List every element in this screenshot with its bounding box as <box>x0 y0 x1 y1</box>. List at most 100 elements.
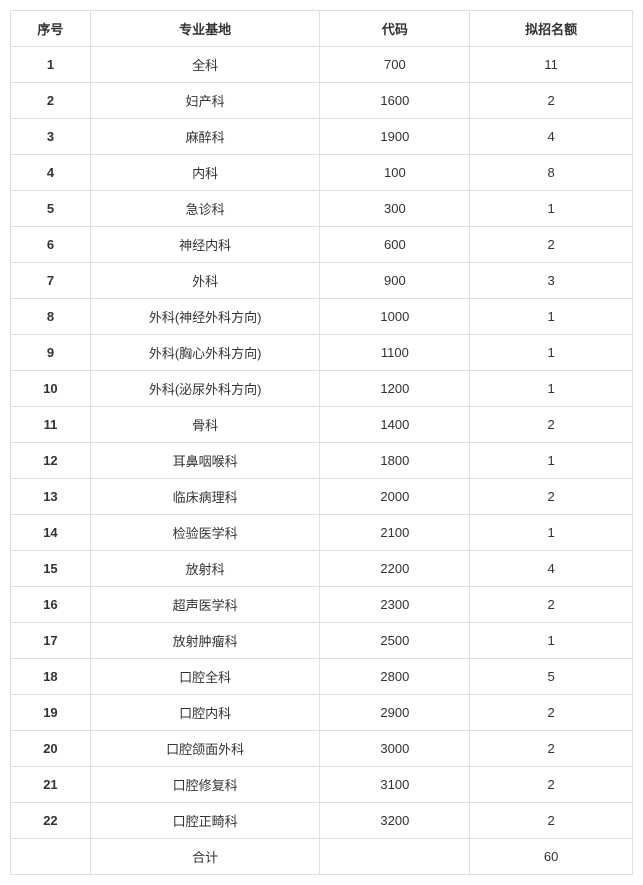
cell-code: 600 <box>320 227 470 263</box>
cell-name: 口腔颌面外科 <box>90 731 320 767</box>
cell-quota: 2 <box>470 479 633 515</box>
footer-name: 合计 <box>90 839 320 875</box>
cell-name: 放射科 <box>90 551 320 587</box>
table-row: 4内科1008 <box>11 155 633 191</box>
cell-name: 放射肿瘤科 <box>90 623 320 659</box>
table-row: 3麻醉科19004 <box>11 119 633 155</box>
cell-name: 口腔修复科 <box>90 767 320 803</box>
table-row: 1全科70011 <box>11 47 633 83</box>
cell-seq: 1 <box>11 47 91 83</box>
table-row: 22口腔正畸科32002 <box>11 803 633 839</box>
cell-code: 3200 <box>320 803 470 839</box>
cell-seq: 13 <box>11 479 91 515</box>
cell-seq: 4 <box>11 155 91 191</box>
cell-name: 口腔内科 <box>90 695 320 731</box>
table-row: 10外科(泌尿外科方向)12001 <box>11 371 633 407</box>
cell-code: 100 <box>320 155 470 191</box>
footer-quota: 60 <box>470 839 633 875</box>
table-row: 19口腔内科29002 <box>11 695 633 731</box>
header-quota: 拟招名额 <box>470 11 633 47</box>
cell-seq: 7 <box>11 263 91 299</box>
cell-seq: 3 <box>11 119 91 155</box>
cell-seq: 19 <box>11 695 91 731</box>
header-code: 代码 <box>320 11 470 47</box>
table-row: 7外科9003 <box>11 263 633 299</box>
cell-quota: 4 <box>470 119 633 155</box>
cell-code: 1000 <box>320 299 470 335</box>
recruitment-table: 序号 专业基地 代码 拟招名额 1全科700112妇产科160023麻醉科190… <box>10 10 633 875</box>
cell-quota: 5 <box>470 659 633 695</box>
cell-name: 口腔全科 <box>90 659 320 695</box>
table-row: 12耳鼻咽喉科18001 <box>11 443 633 479</box>
cell-seq: 12 <box>11 443 91 479</box>
cell-code: 2100 <box>320 515 470 551</box>
cell-seq: 22 <box>11 803 91 839</box>
cell-name: 外科(神经外科方向) <box>90 299 320 335</box>
cell-seq: 2 <box>11 83 91 119</box>
cell-code: 2200 <box>320 551 470 587</box>
cell-quota: 1 <box>470 335 633 371</box>
table-row: 21口腔修复科31002 <box>11 767 633 803</box>
cell-quota: 2 <box>470 731 633 767</box>
table-row: 13临床病理科20002 <box>11 479 633 515</box>
cell-code: 2000 <box>320 479 470 515</box>
cell-seq: 9 <box>11 335 91 371</box>
table-row: 11骨科14002 <box>11 407 633 443</box>
cell-code: 1400 <box>320 407 470 443</box>
cell-code: 1200 <box>320 371 470 407</box>
cell-seq: 11 <box>11 407 91 443</box>
cell-quota: 11 <box>470 47 633 83</box>
cell-code: 900 <box>320 263 470 299</box>
table-row: 20口腔颌面外科30002 <box>11 731 633 767</box>
cell-seq: 17 <box>11 623 91 659</box>
cell-code: 1100 <box>320 335 470 371</box>
cell-seq: 15 <box>11 551 91 587</box>
cell-quota: 2 <box>470 227 633 263</box>
cell-code: 3000 <box>320 731 470 767</box>
cell-quota: 4 <box>470 551 633 587</box>
table-row: 6神经内科6002 <box>11 227 633 263</box>
cell-code: 2300 <box>320 587 470 623</box>
cell-code: 2500 <box>320 623 470 659</box>
cell-quota: 8 <box>470 155 633 191</box>
table-header-row: 序号 专业基地 代码 拟招名额 <box>11 11 633 47</box>
table-row: 9外科(胸心外科方向)11001 <box>11 335 633 371</box>
cell-quota: 2 <box>470 587 633 623</box>
cell-quota: 2 <box>470 695 633 731</box>
cell-code: 1900 <box>320 119 470 155</box>
cell-name: 全科 <box>90 47 320 83</box>
cell-name: 外科 <box>90 263 320 299</box>
cell-code: 3100 <box>320 767 470 803</box>
cell-quota: 2 <box>470 803 633 839</box>
cell-name: 临床病理科 <box>90 479 320 515</box>
cell-seq: 8 <box>11 299 91 335</box>
cell-code: 300 <box>320 191 470 227</box>
cell-name: 骨科 <box>90 407 320 443</box>
cell-seq: 16 <box>11 587 91 623</box>
cell-quota: 2 <box>470 407 633 443</box>
cell-quota: 1 <box>470 623 633 659</box>
table-row: 5急诊科3001 <box>11 191 633 227</box>
header-seq: 序号 <box>11 11 91 47</box>
cell-name: 急诊科 <box>90 191 320 227</box>
cell-quota: 1 <box>470 191 633 227</box>
cell-quota: 3 <box>470 263 633 299</box>
table-row: 8外科(神经外科方向)10001 <box>11 299 633 335</box>
footer-seq <box>11 839 91 875</box>
cell-code: 1600 <box>320 83 470 119</box>
cell-code: 700 <box>320 47 470 83</box>
cell-seq: 6 <box>11 227 91 263</box>
cell-code: 2800 <box>320 659 470 695</box>
table-row: 18口腔全科28005 <box>11 659 633 695</box>
cell-seq: 18 <box>11 659 91 695</box>
cell-name: 耳鼻咽喉科 <box>90 443 320 479</box>
cell-seq: 10 <box>11 371 91 407</box>
cell-name: 内科 <box>90 155 320 191</box>
table-row: 15放射科22004 <box>11 551 633 587</box>
cell-seq: 5 <box>11 191 91 227</box>
cell-name: 口腔正畸科 <box>90 803 320 839</box>
cell-name: 神经内科 <box>90 227 320 263</box>
cell-name: 妇产科 <box>90 83 320 119</box>
cell-code: 2900 <box>320 695 470 731</box>
cell-name: 检验医学科 <box>90 515 320 551</box>
